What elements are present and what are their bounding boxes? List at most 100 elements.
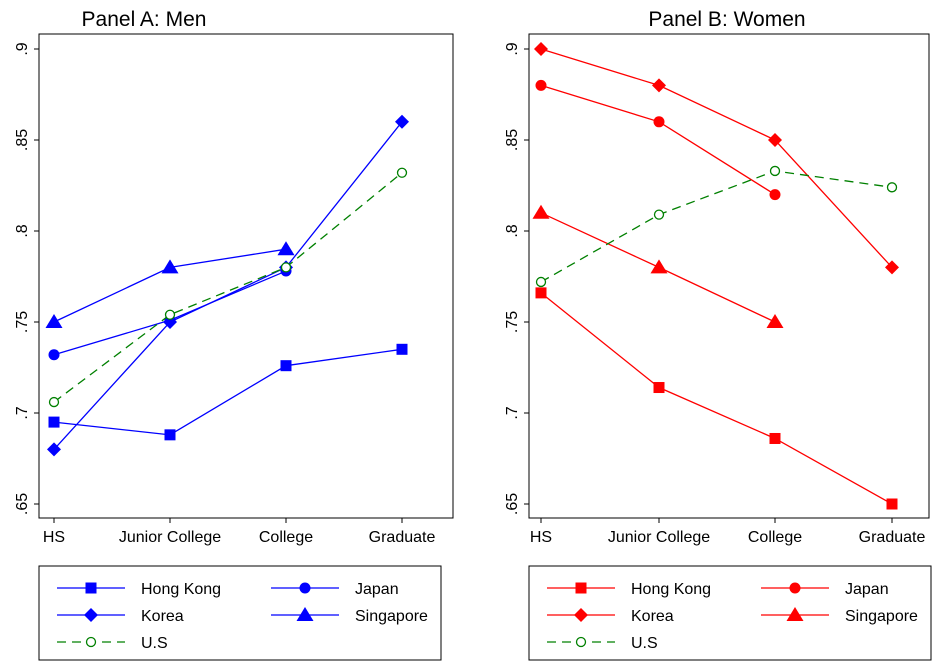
- panel-a-legend-item-singapore-label: Singapore: [355, 608, 428, 625]
- panel-b-series-korea: [534, 42, 899, 275]
- panel-a: Panel A: Men .65 .7 .75 .8 .85 .9 HS Junior Coll…: [14, 8, 454, 661]
- panel-b-series-hong-kong-line: [540, 292, 893, 505]
- panel-a-legend-item-singapore-marker: [296, 607, 314, 621]
- panel-b-series-singapore-point: [650, 259, 668, 274]
- panel-b-series-japan-point: [535, 79, 547, 91]
- panel-b-legend-item-korea: Korea: [547, 608, 674, 625]
- panel-a-series-hong-kong-point: [396, 343, 408, 355]
- panel-a-series-korea: [47, 114, 409, 457]
- panel-a-x-tick-label: College: [259, 529, 313, 546]
- panel-b-series-japan: [535, 79, 781, 201]
- panel-b-y-tick-label: .65: [504, 493, 521, 515]
- panel-a-y-tick-label: .8: [14, 224, 31, 237]
- panel-a-series-hong-kong-line: [53, 348, 403, 436]
- panel-a-y-tick-label: .75: [14, 311, 31, 333]
- panel-a-legend-item-japan-label: Japan: [355, 581, 399, 598]
- panel-a-series-u-s-point: [280, 262, 292, 273]
- panel-b-legend-item-singapore-label: Singapore: [845, 608, 918, 625]
- panel-b-y-tick-label: .9: [504, 42, 521, 55]
- panel-a-series-u-s-point: [396, 167, 408, 178]
- panel-a-series-singapore-point: [161, 259, 179, 274]
- panel-a-series-korea-line: [53, 121, 403, 450]
- panel-b-series-hong-kong-point: [886, 498, 898, 510]
- panel-b-plot-frame: [528, 33, 930, 519]
- panel-a-series-korea-point: [163, 315, 177, 329]
- panel-b-x-tick-label: HS: [530, 529, 552, 546]
- panel-b-legend-item-singapore-marker: [786, 607, 804, 621]
- panel-b-x-tick-label: Junior College: [608, 529, 710, 546]
- panel-b-y-tick-label: .7: [504, 406, 521, 419]
- panel-a-legend-item-u-s: U.S: [57, 635, 168, 652]
- panel-b-x-tick-label: Graduate: [859, 529, 926, 546]
- panel-a-series-u-s-point: [48, 396, 60, 408]
- panel-b-y-tick-label: .75: [504, 311, 521, 333]
- panel-a-x-tick-label: Graduate: [369, 529, 436, 546]
- panel-a-series-korea-point: [47, 442, 61, 457]
- panel-a-series-singapore: [45, 241, 295, 328]
- panel-b-legend-item-singapore: Singapore: [761, 607, 918, 625]
- panel-a-legend: Hong Kong Japan Korea Singapore U.S: [38, 565, 442, 661]
- panel-a-title: Panel A: Men: [82, 8, 207, 31]
- panel-a-x-tick-label: Junior College: [119, 529, 221, 546]
- panel-b-legend-item-korea-label: Korea: [631, 608, 674, 625]
- panel-b: Panel B: Women .65 .7 .75 .8 .85 .9 HS Junior Co…: [504, 8, 932, 661]
- panel-b-series-u-s-point: [653, 209, 665, 220]
- panel-a-series-korea-point: [395, 114, 409, 129]
- panel-b-series-korea-point: [652, 78, 666, 93]
- panel-b-legend-item-hong-kong-label: Hong Kong: [631, 581, 711, 598]
- panel-b-legend-box: [528, 565, 932, 661]
- panel-b-series-u-s-point: [769, 165, 781, 177]
- panel-a-legend-item-korea: Korea: [57, 608, 184, 625]
- panel-b-legend-item-hong-kong-marker: [575, 582, 587, 594]
- panel-b-series-u-s-point: [535, 276, 547, 288]
- panel-b-series-japan-point: [653, 116, 665, 128]
- panel-b-series-singapore-point: [766, 314, 784, 328]
- panel-b-series-korea-line: [540, 48, 893, 268]
- panel-a-plot-frame: [38, 33, 454, 519]
- panel-a-series-u-s-point: [164, 309, 176, 320]
- panel-b-legend-item-u-s-label: U.S: [631, 635, 658, 652]
- panel-b-series-u-s: [535, 165, 898, 288]
- panel-b-legend-item-u-s-marker: [575, 636, 587, 648]
- panel-b-x-tick-label: College: [748, 529, 802, 546]
- panel-b-y-tick-label: .8: [504, 224, 521, 237]
- panel-a-legend-box: [38, 565, 442, 661]
- panel-a-series-singapore-point: [277, 241, 295, 256]
- panel-b-series-hong-kong-point: [535, 287, 547, 299]
- panel-b-y-tick-label: .85: [504, 129, 521, 151]
- panel-a-legend-item-hong-kong: Hong Kong: [57, 581, 221, 598]
- panel-b-series-hong-kong: [535, 287, 898, 510]
- panel-a-y-tick-label: .65: [14, 493, 31, 515]
- panel-b-legend-item-japan: Japan: [761, 581, 889, 598]
- panel-a-legend-item-singapore: Singapore: [271, 607, 428, 625]
- panel-b-legend-item-hong-kong: Hong Kong: [547, 581, 711, 598]
- panel-b-series-u-s-line: [540, 170, 893, 283]
- panel-b-legend-item-japan-marker: [789, 582, 801, 594]
- panel-a-legend-item-japan: Japan: [271, 581, 399, 598]
- panel-b-series-singapore: [532, 204, 784, 328]
- panel-a-series-hong-kong: [48, 343, 408, 441]
- panel-a-series-u-s-line: [53, 172, 403, 403]
- panel-b-series-japan-point: [769, 189, 781, 201]
- panel-a-series-u-s: [48, 167, 408, 408]
- panel-a-x-tick-label: HS: [43, 529, 65, 546]
- panel-b-series-singapore-point: [532, 204, 550, 219]
- panel-a-legend-item-u-s-marker: [85, 636, 97, 648]
- panel-b-title: Panel B: Women: [648, 8, 805, 31]
- panel-a-legend-item-hong-kong-label: Hong Kong: [141, 581, 221, 598]
- panel-b-series-korea-point: [768, 133, 782, 147]
- panel-b-legend: Hong Kong Japan Korea Singapore U.S: [528, 565, 932, 661]
- panel-a-legend-item-u-s-label: U.S: [141, 635, 168, 652]
- panel-a-y-tick-label: .85: [14, 129, 31, 151]
- panel-a-series-japan-point: [48, 349, 60, 361]
- panel-a-y-tick-label: .9: [14, 42, 31, 55]
- panel-b-series-korea-point: [534, 42, 548, 56]
- panel-a-y-tick-label: .7: [14, 406, 31, 419]
- panel-b-legend-item-japan-label: Japan: [845, 581, 889, 598]
- panel-a-series-hong-kong-point: [48, 416, 60, 428]
- panel-b-series-korea-point: [885, 260, 899, 275]
- panel-a-legend-item-hong-kong-marker: [85, 582, 97, 594]
- panel-b-series-hong-kong-point: [653, 382, 665, 394]
